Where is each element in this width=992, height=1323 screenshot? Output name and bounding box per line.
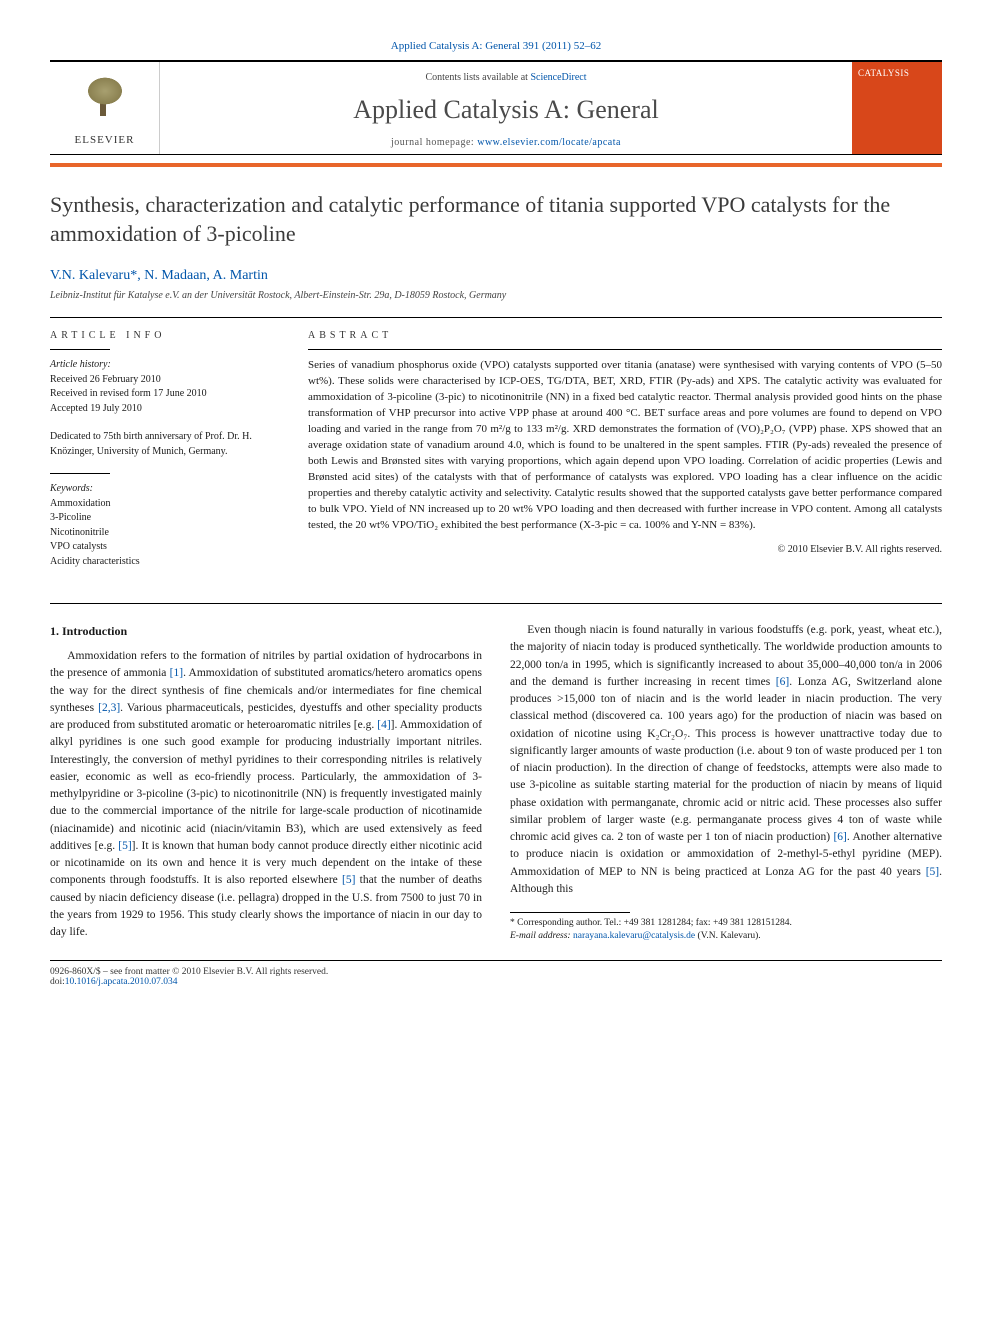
history-accepted: Accepted 19 July 2010 [50, 402, 280, 417]
publisher-block: ELSEVIER [50, 62, 160, 154]
keyword-item: Acidity characteristics [50, 555, 280, 570]
affiliation: Leibniz-Institut für Katalyse e.V. an de… [50, 290, 942, 301]
section-number: 1. [50, 624, 59, 638]
ref-link[interactable]: [5] [118, 840, 131, 852]
doi-link[interactable]: 10.1016/j.apcata.2010.07.034 [65, 977, 178, 987]
ref-link[interactable]: [1] [170, 667, 183, 679]
corresponding-author-footnote: * Corresponding author. Tel.: +49 381 12… [510, 917, 942, 944]
history-label: Article history: [50, 358, 280, 373]
footnote-email-suffix: (V.N. Kalevaru). [695, 931, 761, 941]
info-rule-2 [50, 473, 110, 474]
footnote-contact: * Corresponding author. Tel.: +49 381 12… [510, 917, 942, 930]
running-header: Applied Catalysis A: General 391 (2011) … [50, 40, 942, 52]
ref-link[interactable]: [5] [926, 866, 939, 878]
section-title: Introduction [62, 624, 127, 638]
author-list: V.N. Kalevaru*, N. Madaan, A. Martin [50, 268, 942, 284]
abstract-copyright: © 2010 Elsevier B.V. All rights reserved… [308, 544, 942, 555]
ref-link[interactable]: [5] [342, 874, 355, 886]
orange-divider [50, 163, 942, 167]
author-link[interactable]: V.N. Kalevaru*, N. Madaan, A. Martin [50, 268, 268, 283]
ref-link[interactable]: [6] [833, 831, 846, 843]
doi-prefix: doi: [50, 977, 65, 987]
history-received: Received 26 February 2010 [50, 373, 280, 388]
abstract-heading: ABSTRACT [308, 330, 942, 341]
keyword-item: VPO catalysts [50, 540, 280, 555]
keyword-item: Nicotinonitrile [50, 526, 280, 541]
body-paragraph: Ammoxidation refers to the formation of … [50, 648, 482, 941]
article-info-column: ARTICLE INFO Article history: Received 2… [50, 330, 280, 583]
dedication-block: Dedicated to 75th birth anniversary of P… [50, 430, 280, 459]
info-abstract-row: ARTICLE INFO Article history: Received 2… [50, 330, 942, 583]
body-paragraph: Even though niacin is found naturally in… [510, 622, 942, 898]
masthead: ELSEVIER Contents lists available at Sci… [50, 60, 942, 155]
ref-link[interactable]: [4] [377, 719, 390, 731]
keyword-item: Ammoxidation [50, 497, 280, 512]
journal-title: Applied Catalysis A: General [168, 95, 844, 125]
footnote-email-link[interactable]: narayana.kalevaru@catalysis.de [573, 931, 695, 941]
abstract-text: Series of vanadium phosphorus oxide (VPO… [308, 358, 942, 533]
contents-prefix: Contents lists available at [425, 72, 530, 83]
sciencedirect-link[interactable]: ScienceDirect [530, 72, 586, 83]
ref-link[interactable]: [2,3] [98, 702, 120, 714]
homepage-prefix: journal homepage: [391, 137, 477, 148]
abstract-column: ABSTRACT Series of vanadium phosphorus o… [308, 330, 942, 583]
masthead-center: Contents lists available at ScienceDirec… [160, 62, 852, 154]
page-root: Applied Catalysis A: General 391 (2011) … [0, 0, 992, 1017]
keyword-item: 3-Picoline [50, 511, 280, 526]
footnote-email-label: E-mail address: [510, 931, 573, 941]
journal-cover-thumb: CATALYSIS [852, 62, 942, 154]
citation-link[interactable]: Applied Catalysis A: General 391 (2011) … [391, 40, 601, 52]
rule-above-info [50, 317, 942, 318]
article-history-block: Article history: Received 26 February 20… [50, 358, 280, 416]
page-footer: 0926-860X/$ – see front matter © 2010 El… [50, 960, 942, 987]
history-revised: Received in revised form 17 June 2010 [50, 387, 280, 402]
homepage-link[interactable]: www.elsevier.com/locate/apcata [477, 137, 621, 148]
abstract-rule [308, 349, 942, 350]
body-text: . Lonza AG, Switzerland alone produces >… [510, 676, 942, 843]
article-title: Synthesis, characterization and catalyti… [50, 191, 942, 248]
keywords-label: Keywords: [50, 482, 280, 497]
section-heading: 1. Introduction [50, 622, 482, 640]
contents-available-line: Contents lists available at ScienceDirec… [168, 72, 844, 83]
article-info-heading: ARTICLE INFO [50, 330, 280, 341]
cover-label: CATALYSIS [858, 68, 936, 78]
body-two-column: 1. Introduction Ammoxidation refers to t… [50, 622, 942, 944]
homepage-line: journal homepage: www.elsevier.com/locat… [168, 137, 844, 148]
info-rule-1 [50, 349, 110, 350]
publisher-name: ELSEVIER [75, 134, 135, 146]
footer-copyright: 0926-860X/$ – see front matter © 2010 El… [50, 967, 942, 977]
rule-below-abstract [50, 603, 942, 604]
elsevier-tree-icon [75, 70, 135, 130]
keywords-block: Keywords: Ammoxidation 3-Picoline Nicoti… [50, 482, 280, 569]
footnote-separator [510, 912, 630, 913]
body-text: ]. Ammoxidation of alkyl pyridines is on… [50, 719, 482, 852]
ref-link[interactable]: [6] [776, 676, 789, 688]
